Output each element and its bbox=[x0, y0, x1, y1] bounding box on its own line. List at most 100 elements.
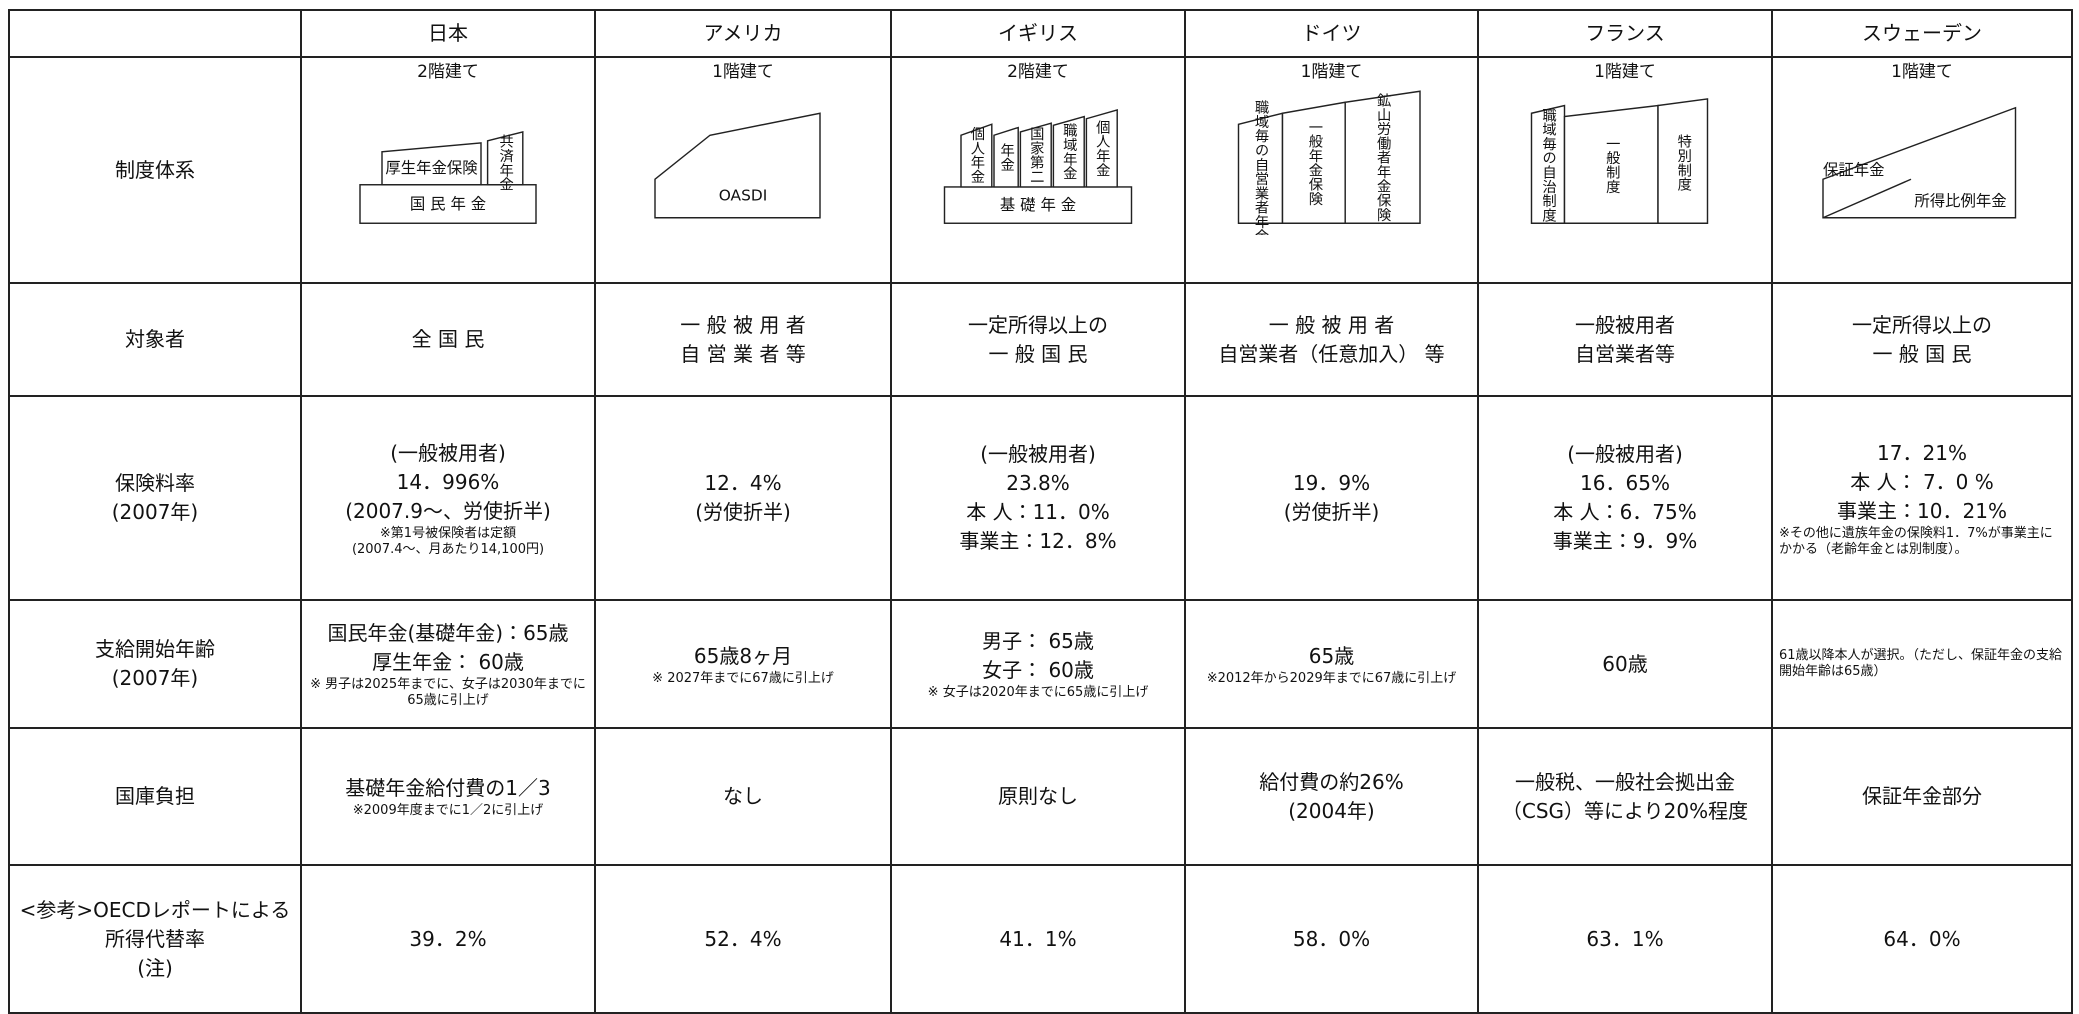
row-header: 対象者 bbox=[8, 282, 302, 397]
cell-line: 63．1% bbox=[1586, 926, 1664, 951]
diagram-label: 一般年金保険 bbox=[1306, 119, 1322, 205]
table-cell: (一般被用者) 23.8% 本 人：11．0% 事業主：12．8% bbox=[890, 395, 1186, 601]
stories: 1階建て bbox=[1891, 62, 1953, 82]
row-header: 制度体系 bbox=[8, 56, 302, 284]
column-header: イギリス bbox=[890, 9, 1186, 58]
cell-line: 17．21% bbox=[1877, 440, 1967, 465]
cell-line: (一般被用者) bbox=[1567, 442, 1683, 466]
table-cell: 一 般 被 用 者自 営 業 者 等 bbox=[594, 282, 892, 397]
cell-line: (一般被用者) bbox=[390, 440, 506, 465]
cell-line: 一 般 国 民 bbox=[1872, 341, 1972, 366]
cell-note: ※2012年から2029年までに67歳に引上げ bbox=[1206, 670, 1457, 686]
cell-line: 一般被用者 bbox=[1575, 312, 1675, 337]
cell-line: 自営業者等 bbox=[1575, 341, 1675, 366]
table-cell: 19．9% (労使折半) bbox=[1184, 395, 1479, 601]
table-cell: 2階建て基 礎 年 金個人年金 年金 国家第二 職域年金 個人年金 bbox=[890, 56, 1186, 284]
table-cell: 国民年金(基礎年金)：65歳 厚生年金： 60歳 ※ 男子は2025年までに、女子は… bbox=[300, 599, 596, 729]
cell-line: 基礎年金給付費の1／3 bbox=[345, 776, 551, 801]
cell-line: 58．0% bbox=[1292, 926, 1371, 951]
system-diagram: 職域毎の自営業者年金 一般年金保険 鉱山労働者年金保険 bbox=[1237, 90, 1421, 243]
pension-table: 日本 アメリカ イギリス ドイツ フランス スウェーデン 制度体系 2階建て国 民 年 金厚生… bbox=[8, 9, 2073, 1014]
cell-line: 女子： 60歳 bbox=[982, 658, 1094, 683]
diagram-label: 保証年金 bbox=[1823, 161, 1885, 179]
cell-line: 一定所得以上の bbox=[968, 312, 1108, 337]
diagram-label: 所得比例年金 bbox=[1914, 191, 2006, 209]
cell-line: (一般被用者) bbox=[980, 442, 1096, 466]
cell-line: 事業主：10．21% bbox=[1837, 498, 2007, 523]
cell-note: (2007.4～、月あたり14,100円) bbox=[351, 541, 545, 557]
diagram-label: 共済年金 bbox=[497, 133, 513, 191]
cell-line: 一 般 被 用 者 bbox=[1268, 312, 1395, 337]
row-header: <参考>OECDレポートによる 所得代替率 (注) bbox=[8, 864, 302, 1014]
cell-line: 事業主：12．8% bbox=[959, 529, 1117, 553]
table-cell: 基礎年金給付費の1／3 ※2009年度までに1／2に引上げ bbox=[300, 727, 596, 866]
table-body: 日本 アメリカ イギリス ドイツ フランス スウェーデン 制度体系 2階建て国 民 年 金厚生… bbox=[8, 9, 2073, 1014]
stories: 1階建て bbox=[1300, 62, 1363, 82]
cell-line: なし bbox=[723, 784, 763, 808]
table-cell: (一般被用者) 14．996% (2007.9～、労使折半) ※第1号被保険者は定額(… bbox=[300, 395, 596, 601]
row-label: 対象者 bbox=[125, 327, 185, 351]
cell-line: (労使折半) bbox=[695, 500, 791, 524]
cell-note: ※ 女子は2020年までに65歳に引上げ bbox=[927, 685, 1149, 701]
diagram-label: 一般制度 bbox=[1604, 136, 1620, 193]
table-cell: 1階建て職域毎の自治制度 一般制度 特別制度 bbox=[1477, 56, 1773, 284]
diagram-label: 個人年金 bbox=[1094, 119, 1110, 177]
table-row: 制度体系 2階建て国 民 年 金 厚生年金保険 共済年金 1階建て OASDI 2階建て基 … bbox=[8, 56, 2073, 284]
cell-note: ※その他に遺族年金の保険料1．7%が事業主にかかる（老齢年金とは別制度）。 bbox=[1779, 525, 2053, 557]
cell-line: 一般税、一般社会拠出金 bbox=[1515, 769, 1735, 794]
table-cell: 原則なし bbox=[890, 727, 1186, 866]
cell-line: 全 国 民 bbox=[411, 327, 485, 351]
cell-line: 65歳 bbox=[1308, 643, 1355, 668]
diagram-label: 国 民 年 金 bbox=[410, 195, 486, 213]
cell-line: 64．0% bbox=[1883, 926, 1961, 951]
system-diagram: 国 民 年 金 厚生年金保険 共済年金 bbox=[359, 130, 537, 224]
cell-line: 41．1% bbox=[999, 926, 1077, 951]
stories: 2階建て bbox=[417, 62, 479, 82]
table-cell: 65歳8ヶ月 ※ 2027年までに67歳に引上げ bbox=[594, 599, 892, 729]
diagram-label: OASDI bbox=[719, 186, 768, 204]
row-label: 支給開始年齢 bbox=[95, 637, 215, 661]
table-cell: 64．0% bbox=[1771, 864, 2073, 1014]
cell-note: ※ 2027年までに67歳に引上げ bbox=[652, 670, 834, 686]
cell-line: 国民年金(基礎年金)：65歳 bbox=[327, 621, 569, 646]
table-cell: 63．1% bbox=[1477, 864, 1773, 1014]
table-cell: 12．4% (労使折半) bbox=[594, 395, 892, 601]
cell-line: 原則なし bbox=[998, 784, 1078, 808]
diagram-label: 年金 bbox=[998, 142, 1014, 171]
cell-line: 39．2% bbox=[409, 926, 487, 951]
stories: 1階建て bbox=[1594, 62, 1656, 82]
table-row: 保険料率 (2007年) (一般被用者) 14．996% (2007.9～、労使折半) ※… bbox=[8, 395, 2073, 601]
row-label: (2007年) bbox=[111, 666, 199, 690]
table-cell: 17．21% 本 人： 7．0 % 事業主：10．21% ※その他に遺族年金の保険料1… bbox=[1771, 395, 2073, 601]
system-diagram: 職域毎の自治制度 一般制度 特別制度 bbox=[1530, 97, 1709, 224]
cell-line: 一 般 被 用 者 bbox=[680, 312, 806, 337]
row-label: 保険料率 bbox=[115, 471, 195, 495]
cell-line: 厚生年金： 60歳 bbox=[372, 650, 524, 675]
row-label: 制度体系 bbox=[115, 157, 195, 182]
table-cell: 58．0% bbox=[1184, 864, 1479, 1014]
cell-line: 60歳 bbox=[1602, 651, 1648, 676]
table-cell: 1階建て OASDI bbox=[594, 56, 892, 284]
diagram-label: 個人年金 bbox=[968, 126, 984, 184]
table-cell: 1階建て保証年金所得比例年金 bbox=[1771, 56, 2073, 284]
diagram-label: 職域毎の自営業者年金 bbox=[1252, 99, 1268, 234]
column-header: スウェーデン bbox=[1771, 9, 2073, 58]
cell-line: 本 人：6．75% bbox=[1553, 500, 1697, 524]
cell-line: （CSG）等により20%程度 bbox=[1501, 798, 1749, 823]
cell-note: ※第1号被保険者は定額 bbox=[379, 525, 517, 541]
column-header: アメリカ bbox=[594, 9, 892, 58]
table-cell: 1階建て 職域毎の自営業者年金 一般年金保険 鉱山労働者年金保険 bbox=[1184, 56, 1479, 284]
diagram-label: 厚生年金保険 bbox=[385, 158, 478, 176]
table-row: <参考>OECDレポートによる 所得代替率 (注) 39．2% 52．4% 41．1% 58… bbox=[8, 864, 2073, 1014]
cell-line: 65歳8ヶ月 bbox=[693, 643, 793, 668]
cell-line: 自 営 業 者 等 bbox=[680, 341, 806, 366]
cell-line: 一定所得以上の bbox=[1852, 312, 1992, 337]
table-cell: 41．1% bbox=[890, 864, 1186, 1014]
cell-line: 男子： 65歳 bbox=[982, 629, 1094, 654]
row-header: 保険料率 (2007年) bbox=[8, 395, 302, 601]
cell-line: 給付費の約26% bbox=[1259, 769, 1404, 794]
table-cell: 52．4% bbox=[594, 864, 892, 1014]
column-header: ドイツ bbox=[1184, 9, 1479, 58]
